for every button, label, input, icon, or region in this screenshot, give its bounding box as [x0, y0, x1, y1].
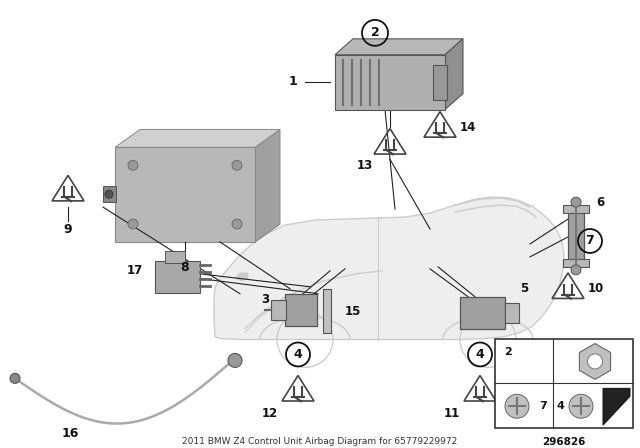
Text: 1: 1: [288, 75, 297, 88]
Text: 3: 3: [261, 293, 269, 306]
Bar: [271, 300, 286, 319]
Text: 13: 13: [356, 159, 373, 172]
Bar: [568, 207, 584, 265]
Text: 12: 12: [262, 407, 278, 420]
Polygon shape: [214, 197, 564, 340]
Bar: [563, 205, 589, 213]
Circle shape: [588, 354, 603, 369]
Text: 10: 10: [588, 282, 604, 295]
Bar: [495, 339, 633, 428]
Text: 14: 14: [460, 121, 476, 134]
Text: 11: 11: [444, 407, 460, 420]
Polygon shape: [445, 39, 463, 109]
Bar: [155, 261, 200, 293]
Polygon shape: [115, 129, 280, 147]
Text: 9: 9: [64, 223, 72, 236]
Text: 2: 2: [371, 26, 380, 39]
Circle shape: [128, 219, 138, 229]
Circle shape: [10, 373, 20, 383]
Bar: [460, 297, 505, 328]
Text: 4: 4: [476, 348, 484, 361]
Polygon shape: [115, 224, 280, 242]
Text: 4: 4: [556, 401, 564, 411]
Polygon shape: [255, 129, 280, 242]
Bar: [323, 289, 331, 332]
Bar: [115, 147, 255, 242]
Text: 6: 6: [596, 196, 604, 209]
Text: 4: 4: [294, 348, 302, 361]
Bar: [335, 55, 445, 109]
Circle shape: [505, 394, 529, 418]
Circle shape: [571, 265, 581, 275]
Text: 296826: 296826: [542, 437, 586, 447]
Text: 7: 7: [586, 234, 595, 247]
Text: 17: 17: [127, 264, 143, 277]
Text: 2011 BMW Z4 Control Unit Airbag Diagram for 65779229972: 2011 BMW Z4 Control Unit Airbag Diagram …: [182, 437, 458, 446]
Text: 7: 7: [539, 401, 547, 411]
Bar: [165, 251, 185, 263]
Text: 2: 2: [504, 348, 512, 358]
Circle shape: [228, 353, 242, 367]
Circle shape: [105, 190, 113, 198]
Bar: [563, 259, 589, 267]
Circle shape: [232, 160, 242, 170]
Text: 16: 16: [61, 426, 79, 439]
Bar: [505, 303, 519, 323]
Polygon shape: [579, 344, 611, 379]
Circle shape: [569, 394, 593, 418]
Circle shape: [571, 197, 581, 207]
Circle shape: [128, 160, 138, 170]
Bar: [433, 65, 447, 99]
Bar: [103, 186, 116, 202]
Text: 5: 5: [520, 282, 528, 295]
Polygon shape: [236, 273, 248, 281]
Text: 15: 15: [345, 305, 362, 318]
Polygon shape: [603, 388, 630, 425]
Polygon shape: [335, 39, 463, 55]
Circle shape: [232, 219, 242, 229]
Bar: [285, 294, 317, 326]
Text: 8: 8: [180, 261, 189, 274]
